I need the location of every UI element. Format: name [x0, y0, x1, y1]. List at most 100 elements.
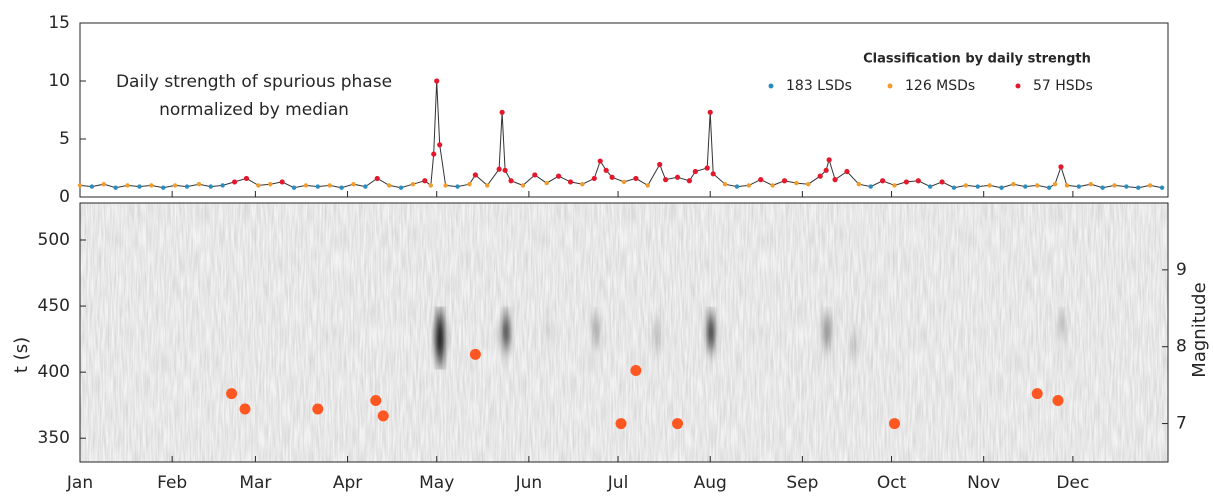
- day-point: [208, 184, 213, 189]
- day-point: [1147, 183, 1153, 188]
- day-point: [817, 173, 823, 179]
- day-point: [856, 182, 862, 187]
- day-point: [184, 184, 190, 189]
- day-point: [1023, 184, 1028, 189]
- annotation: normalized by median: [159, 100, 349, 120]
- day-point: [832, 177, 838, 183]
- x-tick-label: Aug: [694, 473, 727, 493]
- y2-tick-label: 7: [1176, 414, 1187, 434]
- day-point: [1088, 182, 1093, 187]
- day-point: [633, 175, 639, 182]
- day-point: [999, 185, 1004, 190]
- day-point: [734, 184, 740, 189]
- x-tick-label: Sep: [786, 473, 818, 493]
- day-point: [823, 167, 829, 173]
- day-point: [256, 183, 261, 188]
- day-point: [443, 183, 448, 188]
- day-point: [892, 183, 897, 188]
- earthquake: [630, 365, 642, 377]
- y-tick-label: 500: [38, 230, 70, 250]
- day-point: [657, 161, 663, 168]
- day-point: [567, 179, 574, 185]
- y-tick-label: 400: [38, 362, 70, 382]
- day-point: [243, 175, 250, 182]
- day-point: [939, 179, 945, 185]
- y-tick-label: 10: [48, 71, 70, 91]
- day-point: [781, 178, 788, 184]
- day-point: [455, 184, 460, 189]
- day-point: [686, 178, 692, 184]
- day-point: [1058, 164, 1064, 170]
- day-point: [472, 172, 478, 178]
- day-point: [437, 142, 443, 148]
- day-point: [975, 184, 980, 189]
- x-tick-label: Jun: [515, 473, 543, 493]
- day-point: [603, 167, 609, 173]
- x-tick-label: Jul: [607, 473, 629, 493]
- day-point: [172, 183, 178, 188]
- day-point: [137, 184, 142, 189]
- day-point: [927, 184, 933, 189]
- day-point: [692, 168, 698, 175]
- day-point: [1064, 183, 1070, 188]
- legend-label: 126 MSDs: [905, 78, 975, 94]
- x-tick-label: Nov: [967, 473, 1000, 493]
- x-tick-label: May: [419, 473, 454, 493]
- day-point: [508, 178, 514, 184]
- day-point: [826, 157, 832, 163]
- day-point: [431, 151, 437, 157]
- day-point: [746, 183, 752, 188]
- earthquake: [469, 348, 481, 360]
- day-point: [125, 183, 130, 188]
- legend-title: Classification by daily strength: [863, 52, 1091, 67]
- annotation: Daily strength of spurious phase: [116, 72, 392, 92]
- day-point: [279, 179, 285, 185]
- day-point: [597, 158, 603, 164]
- day-point: [499, 109, 505, 115]
- day-point: [496, 166, 502, 172]
- day-point: [722, 182, 728, 187]
- day-point: [291, 185, 297, 190]
- day-point: [770, 183, 775, 188]
- day-point: [1076, 184, 1082, 189]
- day-point: [915, 178, 921, 184]
- day-point: [645, 183, 650, 188]
- day-point: [428, 183, 433, 188]
- y2-axis-label: Magnitude: [1189, 282, 1210, 377]
- day-point: [903, 179, 910, 185]
- spectrogram: [80, 203, 1168, 462]
- day-point: [609, 174, 615, 180]
- x-tick-label: Apr: [333, 473, 362, 493]
- earthquake: [370, 395, 382, 407]
- earthquake: [889, 418, 901, 430]
- day-point: [502, 167, 508, 173]
- day-point: [220, 183, 225, 188]
- day-point: [520, 183, 526, 188]
- day-point: [303, 183, 309, 188]
- day-point: [113, 185, 118, 190]
- legend-marker: [1015, 83, 1021, 89]
- day-point: [710, 171, 716, 177]
- y2-tick-label: 9: [1176, 260, 1187, 280]
- legend-label: 57 HSDs: [1033, 78, 1093, 94]
- day-point: [196, 182, 202, 187]
- day-point: [1011, 182, 1016, 187]
- strength-line: [79, 80, 1163, 189]
- day-point: [149, 183, 154, 188]
- day-point: [398, 185, 404, 190]
- day-point: [591, 175, 597, 182]
- day-point: [621, 179, 627, 185]
- x-tick-label: Feb: [157, 473, 187, 493]
- earthquake: [377, 410, 389, 422]
- day-point: [880, 178, 886, 184]
- day-point: [794, 180, 799, 186]
- y-tick-label: 15: [48, 13, 70, 33]
- day-point: [1136, 185, 1141, 190]
- day-point: [231, 179, 238, 185]
- day-point: [580, 182, 585, 187]
- x-tick-label: Jan: [66, 473, 93, 493]
- day-point: [101, 182, 106, 187]
- day-point: [963, 183, 969, 188]
- x-tick-label: Mar: [239, 473, 271, 493]
